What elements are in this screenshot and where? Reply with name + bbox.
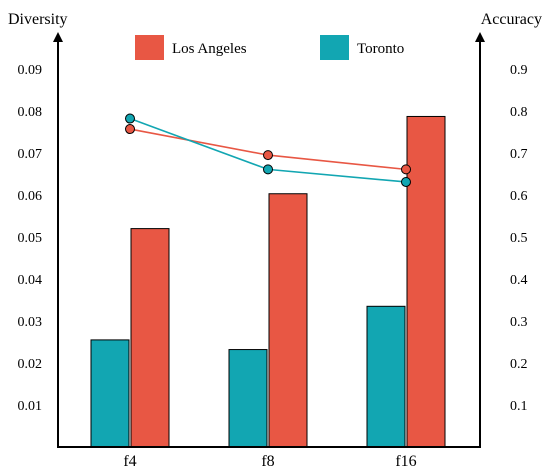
right-tick-label: 0.7 xyxy=(510,147,528,162)
right-tick-label: 0.6 xyxy=(510,189,528,204)
bar-los-angeles xyxy=(130,228,170,448)
line-los-angeles xyxy=(129,128,407,171)
legend-label-los-angeles: Los Angeles xyxy=(172,41,247,57)
point-los-angeles xyxy=(401,164,411,175)
right-tick-label: 0.3 xyxy=(510,315,528,330)
bar-los-angeles xyxy=(406,115,446,448)
left-tick-label: 0.01 xyxy=(18,399,43,414)
legend-label-toronto: Toronto xyxy=(357,41,404,57)
point-toronto xyxy=(401,176,411,187)
left-tick-label: 0.02 xyxy=(18,357,43,372)
legend: Los Angeles Toronto xyxy=(135,35,404,60)
left-tick-label: 0.06 xyxy=(18,189,43,204)
point-toronto xyxy=(125,113,135,124)
left-tick-label: 0.09 xyxy=(18,63,43,78)
left-tick-label: 0.05 xyxy=(18,231,43,246)
bar-los-angeles xyxy=(268,193,308,448)
category-label: f4 xyxy=(123,453,136,470)
left-axis-arrow xyxy=(53,32,63,42)
left-tick-label: 0.08 xyxy=(18,105,43,120)
point-toronto xyxy=(263,164,273,175)
right-axis-arrow xyxy=(475,32,485,42)
bar-toronto xyxy=(228,349,268,448)
right-tick-label: 0.4 xyxy=(510,273,528,288)
legend-swatch-toronto xyxy=(320,35,349,60)
right-tick-label: 0.1 xyxy=(510,399,528,414)
right-tick-label: 0.9 xyxy=(510,63,528,78)
left-axis-title: Diversity xyxy=(8,11,68,28)
bar-toronto xyxy=(366,305,406,448)
right-tick-label: 0.8 xyxy=(510,105,528,120)
left-tick-label: 0.04 xyxy=(18,273,43,288)
legend-swatch-los-angeles xyxy=(135,35,164,60)
category-label: f8 xyxy=(261,453,274,470)
right-tick-label: 0.2 xyxy=(510,357,528,372)
bar-toronto xyxy=(90,339,130,448)
point-los-angeles xyxy=(125,124,135,135)
left-tick-label: 0.03 xyxy=(18,315,43,330)
right-tick-label: 0.5 xyxy=(510,231,528,246)
plot-area: 0.01 0.02 0.03 0.04 0.05 0.06 0.07 0.08 0.09 0.1 0… xyxy=(18,32,528,470)
point-los-angeles xyxy=(263,150,273,161)
category-label: f16 xyxy=(395,453,416,470)
right-axis-title: Accuracy xyxy=(481,11,542,28)
left-tick-label: 0.07 xyxy=(18,147,43,162)
